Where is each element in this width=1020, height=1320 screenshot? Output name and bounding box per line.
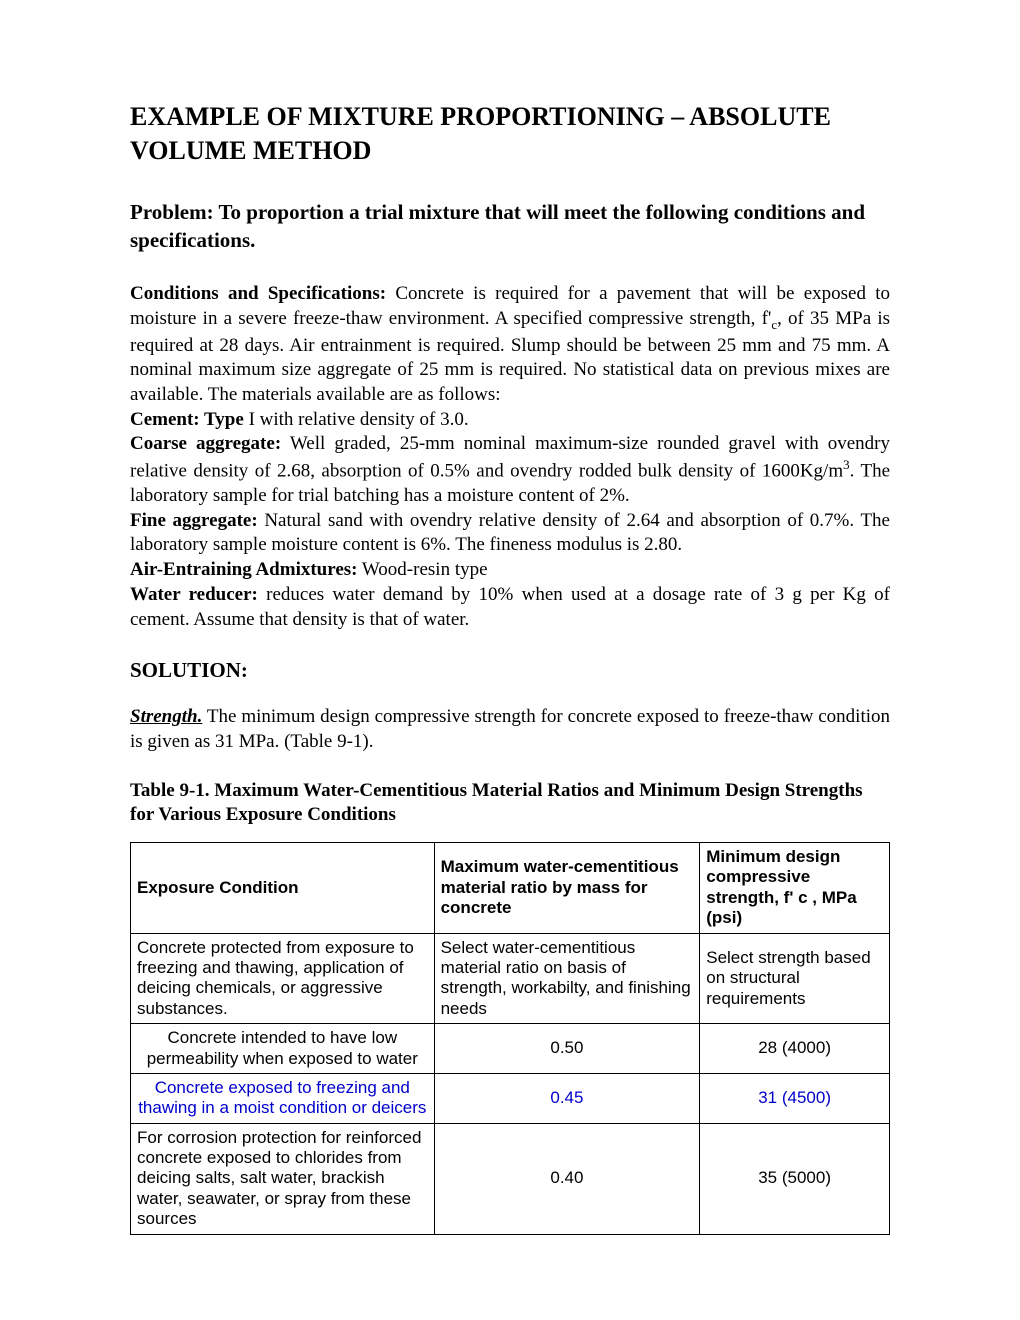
table-row: Concrete protected from exposure to free… [131, 933, 890, 1024]
table-row: Concrete intended to have low permeabili… [131, 1024, 890, 1074]
air-line: Air-Entraining Admixtures: Wood-resin ty… [130, 558, 890, 583]
cement-line: Cement: Type I with relative density of … [130, 408, 890, 433]
table-cell: Concrete exposed to freezing and thawing… [131, 1073, 435, 1123]
table-cell: 35 (5000) [700, 1123, 890, 1234]
problem-statement: Problem: To proportion a trial mixture t… [130, 198, 890, 255]
table-header-col1: Exposure Condition [131, 842, 435, 933]
table-cell: 0.40 [434, 1123, 700, 1234]
table-title: Table 9-1. Maximum Water-Cementitious Ma… [130, 779, 890, 828]
table-header-col2: Maximum water-cementitious material rati… [434, 842, 700, 933]
fine-line: Fine aggregate: Natural sand with ovendr… [130, 509, 890, 558]
table-cell: For corrosion protection for reinforced … [131, 1123, 435, 1234]
strength-paragraph: Strength. The minimum design compressive… [130, 705, 890, 754]
table-cell: Concrete protected from exposure to free… [131, 933, 435, 1024]
conditions-label: Conditions and Specifications: [130, 283, 386, 304]
cement-label: Cement: Type [130, 409, 244, 430]
document-title: EXAMPLE OF MIXTURE PROPORTIONING – ABSOL… [130, 100, 890, 168]
water-line: Water reducer: reduces water demand by 1… [130, 583, 890, 632]
table-header-row: Exposure Condition Maximum water-cementi… [131, 842, 890, 933]
page-content: EXAMPLE OF MIXTURE PROPORTIONING – ABSOL… [0, 0, 1020, 1295]
air-label: Air-Entraining Admixtures: [130, 559, 357, 580]
table-row: For corrosion protection for reinforced … [131, 1123, 890, 1234]
strength-label: Strength. [130, 706, 202, 727]
table-cell: Concrete intended to have low permeabili… [131, 1024, 435, 1074]
coarse-label: Coarse aggregate: [130, 433, 281, 454]
air-text: Wood-resin type [357, 559, 487, 580]
table-cell: 31 (4500) [700, 1073, 890, 1123]
exposure-table: Exposure Condition Maximum water-cementi… [130, 842, 890, 1235]
table-row: Concrete exposed to freezing and thawing… [131, 1073, 890, 1123]
table-cell: 28 (4000) [700, 1024, 890, 1074]
water-label: Water reducer: [130, 584, 258, 605]
strength-text: The minimum design compressive strength … [130, 706, 890, 752]
coarse-line: Coarse aggregate: Well graded, 25-mm nom… [130, 432, 890, 508]
table-cell: 0.45 [434, 1073, 700, 1123]
table-header-col3: Minimum design compressive strength, f' … [700, 842, 890, 933]
solution-header: SOLUTION: [130, 658, 890, 683]
conditions-paragraph: Conditions and Specifications: Concrete … [130, 282, 890, 407]
table-cell: Select strength based on structural requ… [700, 933, 890, 1024]
fine-label: Fine aggregate: [130, 510, 258, 531]
table-cell: 0.50 [434, 1024, 700, 1074]
table-cell: Select water-cementitious material ratio… [434, 933, 700, 1024]
cement-text: I with relative density of 3.0. [244, 409, 469, 430]
